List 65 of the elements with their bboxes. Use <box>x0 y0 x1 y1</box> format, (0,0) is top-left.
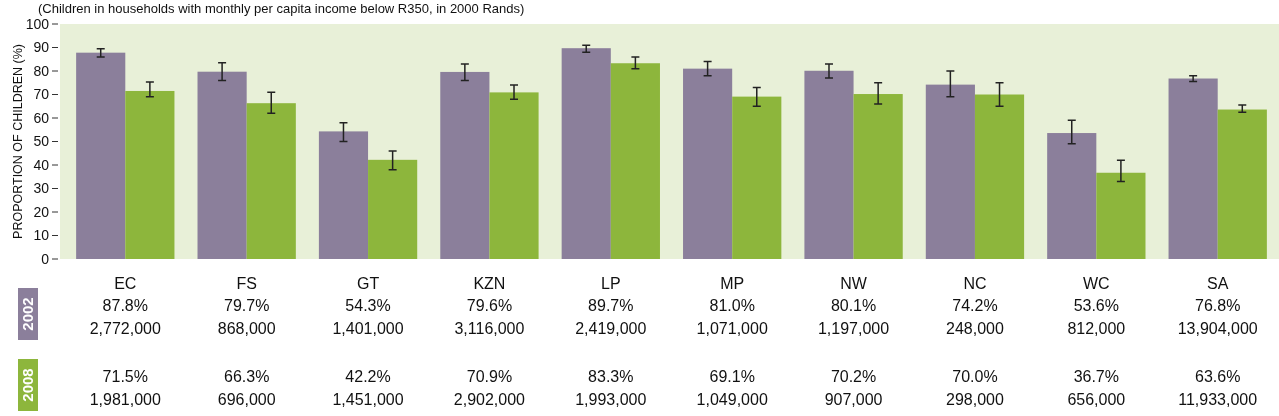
data-label: 74.2% 248,000 <box>946 297 1004 337</box>
data-label: 63.6% 11,933,000 <box>1178 368 1258 408</box>
x-tick-label: NC <box>963 275 987 292</box>
bar <box>974 94 1025 259</box>
y-tick-label: 10 <box>33 227 50 244</box>
data-label: 42.2% 1,451,000 <box>332 368 404 408</box>
text: 2002 <box>19 297 36 331</box>
y-tick-label: 80 <box>33 62 50 79</box>
bar <box>610 63 660 259</box>
data-label: 76.8% 13,904,000 <box>1177 297 1258 337</box>
x-tick-label: KZN <box>473 275 506 292</box>
bar <box>125 90 175 259</box>
x-tick-label: LP <box>601 275 621 292</box>
bar <box>1168 78 1218 259</box>
y-tick-label: 0 <box>41 250 50 267</box>
bar <box>197 71 247 259</box>
data-label: 54.3% 1,401,000 <box>332 297 404 337</box>
y-tick-label: 100 <box>25 15 50 32</box>
x-tick-label: GT <box>356 275 380 292</box>
bar <box>1217 109 1267 259</box>
y-tick-label: 50 <box>33 133 50 150</box>
bar <box>683 68 733 259</box>
y-tick-label: 40 <box>33 156 50 173</box>
x-tick-label: MP <box>720 275 745 292</box>
data-label: 87.8% 2,772,000 <box>89 297 161 337</box>
x-tick-label: EC <box>114 275 137 292</box>
x-tick-label: NW <box>840 275 868 292</box>
y-axis-title: PROPORTION OF CHILDREN (%) <box>11 44 25 239</box>
data-label: 89.7% 2,419,000 <box>575 297 647 337</box>
bar <box>318 131 369 259</box>
data-label: 83.3% 1,993,000 <box>575 368 647 408</box>
data-label: 70.2% 907,000 <box>824 368 883 408</box>
bar <box>440 71 490 259</box>
data-label: 79.6% 3,116,000 <box>454 297 525 337</box>
y-tick-label: 90 <box>33 39 50 56</box>
data-label: 80.1% 1,197,000 <box>817 297 890 337</box>
bar <box>1096 172 1146 259</box>
data-label: 81.0% 1,071,000 <box>696 297 768 337</box>
bar <box>368 159 418 259</box>
data-label: 36.7% 656,000 <box>1067 368 1126 408</box>
bar <box>561 48 611 259</box>
data-label: 66.3% 696,000 <box>217 368 276 408</box>
data-label: 70.0% 298,000 <box>946 368 1004 408</box>
data-label: 69.1% 1,049,000 <box>696 368 768 408</box>
bar <box>804 70 854 259</box>
bar <box>246 103 296 259</box>
bar <box>489 92 539 259</box>
bar <box>76 52 126 259</box>
data-label: 71.5% 1,981,000 <box>89 368 161 408</box>
bar <box>732 96 782 259</box>
data-label: 70.9% 2,902,000 <box>453 368 526 408</box>
chart-subtitle: (Children in households with monthly per capita income below R350, in 2000 Rands) <box>38 1 525 16</box>
x-tick-label: SA <box>1207 275 1229 292</box>
y-tick-label: 60 <box>33 109 50 126</box>
bar <box>1047 133 1097 259</box>
data-label: 53.6% 812,000 <box>1067 297 1126 337</box>
y-tick-label: 30 <box>33 180 50 197</box>
y-tick-label: 20 <box>33 203 50 220</box>
bar <box>925 84 975 259</box>
x-tick-label: FS <box>236 275 257 292</box>
y-tick-label: 70 <box>33 86 50 103</box>
text: 2008 <box>19 368 36 402</box>
data-label: 79.7% 868,000 <box>217 297 276 337</box>
bar <box>853 94 903 259</box>
x-tick-label: WC <box>1083 275 1110 292</box>
